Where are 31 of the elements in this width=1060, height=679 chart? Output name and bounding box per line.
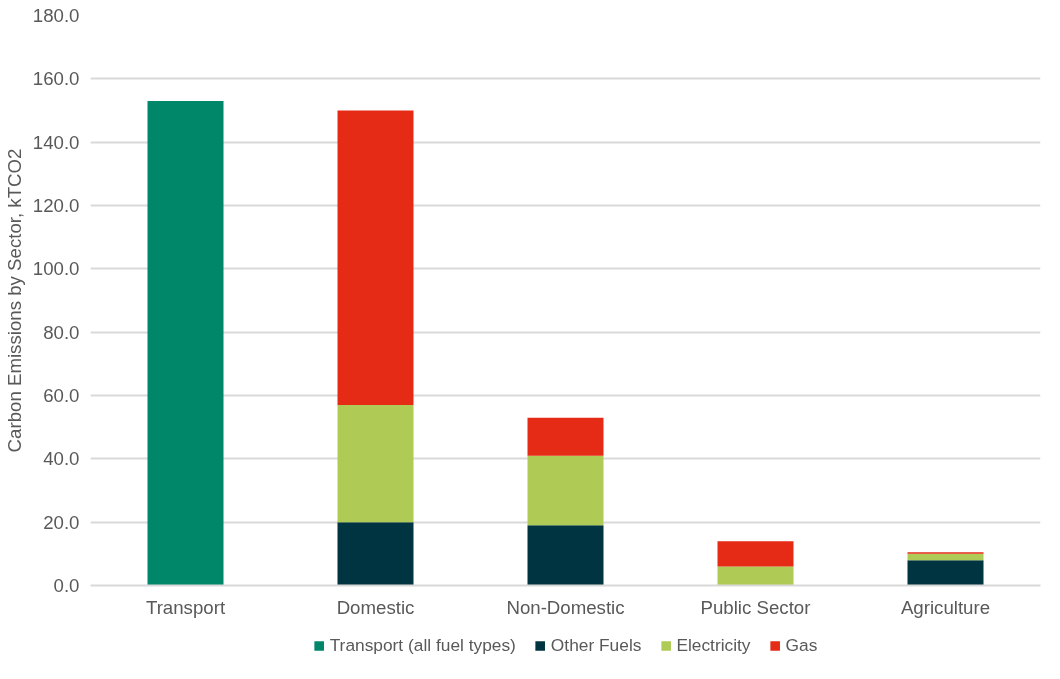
bar [527,417,604,456]
y-tick-label: 120.0 [32,195,80,216]
legend-label: Electricity [676,634,751,656]
x-tick-label: Domestic [336,596,415,618]
bar [717,566,794,586]
y-tick-label: 40.0 [43,448,80,470]
bar [337,522,414,586]
bar [527,525,604,586]
legend-label: Gas [785,634,818,656]
x-tick-label: Transport [145,596,226,618]
x-tick-label: Non-Domestic [506,596,625,618]
y-tick-label: 100.0 [32,258,80,280]
y-tick-label: 80.0 [43,321,80,343]
bar [717,541,794,567]
legend-label: Transport (all fuel types) [329,634,516,656]
bar [337,405,414,523]
y-tick-label: 140.0 [32,131,80,153]
y-tick-label: 0.0 [53,575,80,596]
y-tick-label: 160.0 [32,68,80,90]
bar [907,553,984,561]
bar [337,110,414,405]
y-tick-label: 20.0 [43,511,80,533]
bar [527,455,604,526]
x-tick-label: Agriculture [900,596,991,618]
bar [147,101,224,586]
y-axis-title: Carbon Emissions by Sector, kTCO2 [3,148,25,453]
x-tick-label: Public Sector [700,596,811,618]
y-tick-label: 60.0 [43,385,80,406]
legend-label: Other Fuels [550,634,642,656]
bar [907,560,984,586]
y-tick-label: 180.0 [32,5,80,26]
